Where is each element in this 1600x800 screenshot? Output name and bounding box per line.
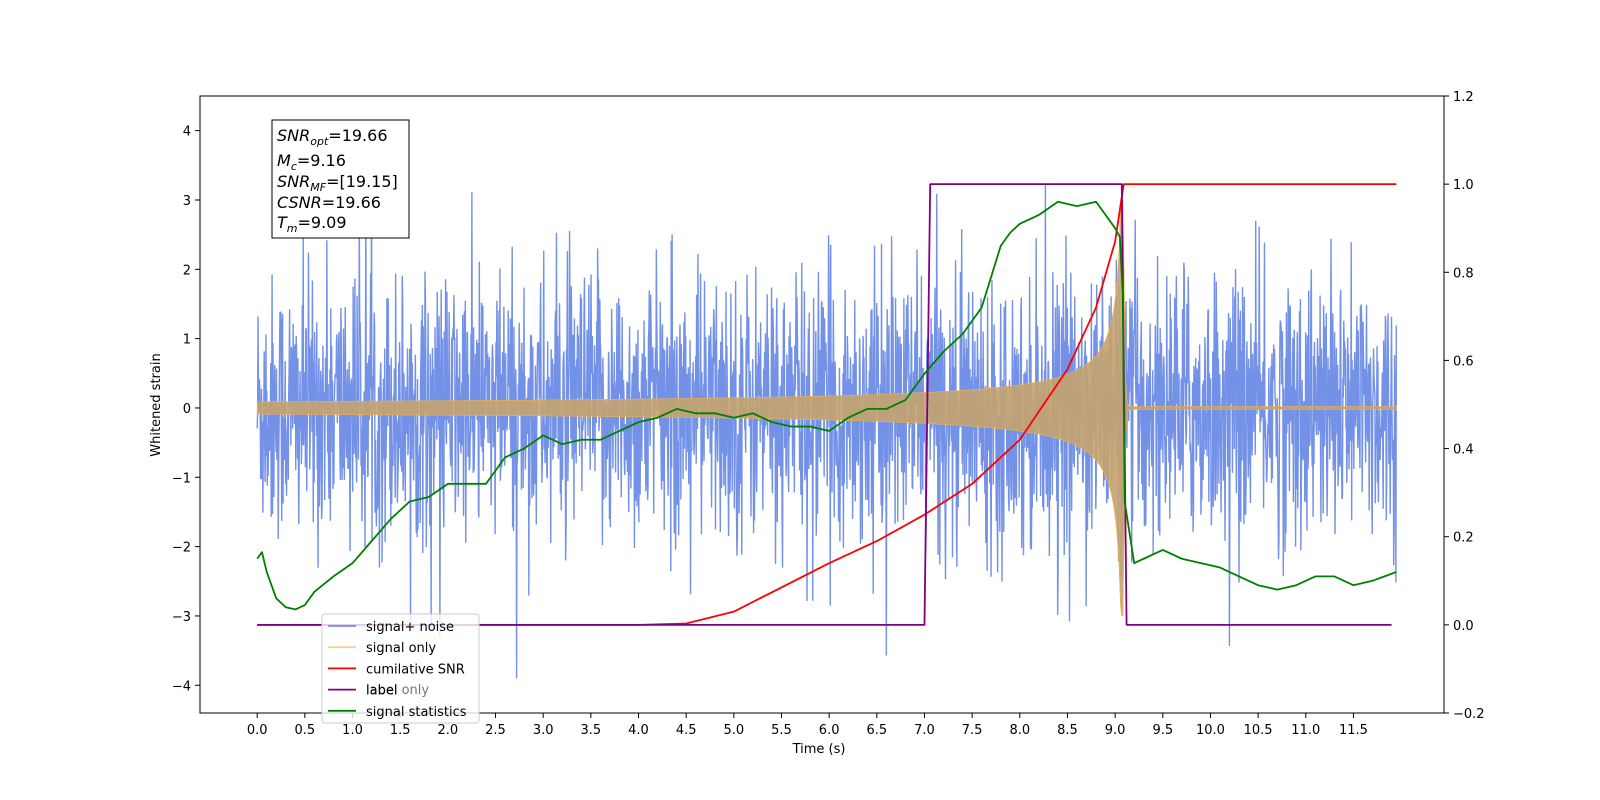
x-tick-label: 6.5 [866, 723, 887, 738]
x-tick-label: 7.0 [914, 723, 935, 738]
annotation-tm: Tm=9.09 [277, 213, 347, 235]
series-cumulative-snr [257, 183, 1397, 626]
legend-entry: cumilative SNR [366, 662, 465, 677]
x-tick-label: 2.0 [438, 723, 459, 738]
x-tick-label: 4.0 [628, 723, 649, 738]
annotation-snr-mf: SNRMF=[19.15] [277, 172, 398, 194]
x-tick-label: 5.5 [771, 723, 792, 738]
x-tick-label: 3.5 [580, 723, 601, 738]
x-axis-label: Time (s) [792, 742, 846, 757]
x-tick-label: 3.0 [533, 723, 554, 738]
plot-area [256, 165, 1398, 679]
y-tick-label: −2 [172, 541, 191, 556]
y2-axis: 1.2 1.0 0.8 0.6 0.4 0.2 0.0 −0.2 [1444, 90, 1485, 722]
y-axis: 4 3 2 1 0 −1 −2 −3 −4 [172, 125, 200, 694]
x-tick-label: 8.5 [1057, 723, 1078, 738]
legend-entry: signal+ noise [366, 620, 454, 635]
series-signal-only [256, 199, 1397, 617]
legend-entry-hidden: label only [366, 683, 429, 698]
y-tick-label: 3 [183, 194, 191, 209]
x-tick-label: 0.0 [247, 723, 268, 738]
x-tick-label: 1.5 [390, 723, 411, 738]
y2-tick-label: −0.2 [1453, 707, 1485, 722]
legend-entry: signal only [366, 641, 436, 656]
annotation-snr-opt: SNRopt=19.66 [277, 126, 388, 148]
y-tick-label: −3 [172, 610, 191, 625]
x-tick-label: 10.5 [1244, 723, 1273, 738]
annotation-csnr: CSNR=19.66 [277, 193, 381, 212]
x-tick-label: 8.0 [1009, 723, 1030, 738]
y2-tick-label: 1.0 [1453, 178, 1474, 193]
x-tick-label: 0.5 [295, 723, 316, 738]
y-tick-label: 1 [183, 333, 191, 348]
y2-tick-label: 0.4 [1453, 443, 1474, 458]
legend: signal+ noise signal only cumilative SNR la… [321, 613, 480, 724]
y-tick-label: −4 [172, 679, 191, 694]
y2-tick-label: 0.6 [1453, 354, 1474, 369]
y2-tick-label: 1.2 [1453, 90, 1474, 105]
x-tick-label: 6.0 [819, 723, 840, 738]
x-tick-label: 10.0 [1196, 723, 1225, 738]
legend-entry: label [366, 684, 397, 699]
legend-box [321, 613, 480, 724]
series-signal-noise [256, 165, 1398, 679]
y-tick-label: 4 [183, 125, 191, 140]
y2-tick-label: 0.2 [1453, 531, 1474, 546]
stats-annotation-box: SNRopt=19.66 Mc=9.16 SNRMF=[19.15] CSNR=… [271, 119, 410, 239]
x-tick-label: 4.5 [676, 723, 697, 738]
series-label [257, 183, 1392, 626]
y-tick-label: 0 [183, 402, 191, 417]
x-tick-label: 2.5 [485, 723, 506, 738]
x-tick-label: 7.5 [962, 723, 983, 738]
annotation-mc: Mc=9.16 [277, 151, 346, 173]
y2-tick-label: 0.0 [1453, 619, 1474, 634]
x-tick-label: 11.5 [1339, 723, 1368, 738]
legend-entry: signal statistics [366, 705, 467, 720]
series-signal-statistics [256, 200, 1397, 611]
y-tick-label: −1 [172, 471, 191, 486]
y-axis-label: Whitened strain [149, 353, 164, 456]
x-tick-label: 1.0 [342, 723, 363, 738]
x-tick-label: 11.0 [1291, 723, 1320, 738]
x-tick-label: 5.0 [723, 723, 744, 738]
plot-frame [199, 95, 1445, 714]
x-axis: 0.0 0.5 1.0 1.5 2.0 2.5 3.0 3.5 4.0 4.5 5.0 5.5 6.0 6… [247, 713, 1368, 738]
x-tick-label: 9.0 [1105, 723, 1126, 738]
y-tick-label: 2 [183, 263, 191, 278]
x-tick-label: 9.5 [1152, 723, 1173, 738]
y2-tick-label: 0.8 [1453, 266, 1474, 281]
